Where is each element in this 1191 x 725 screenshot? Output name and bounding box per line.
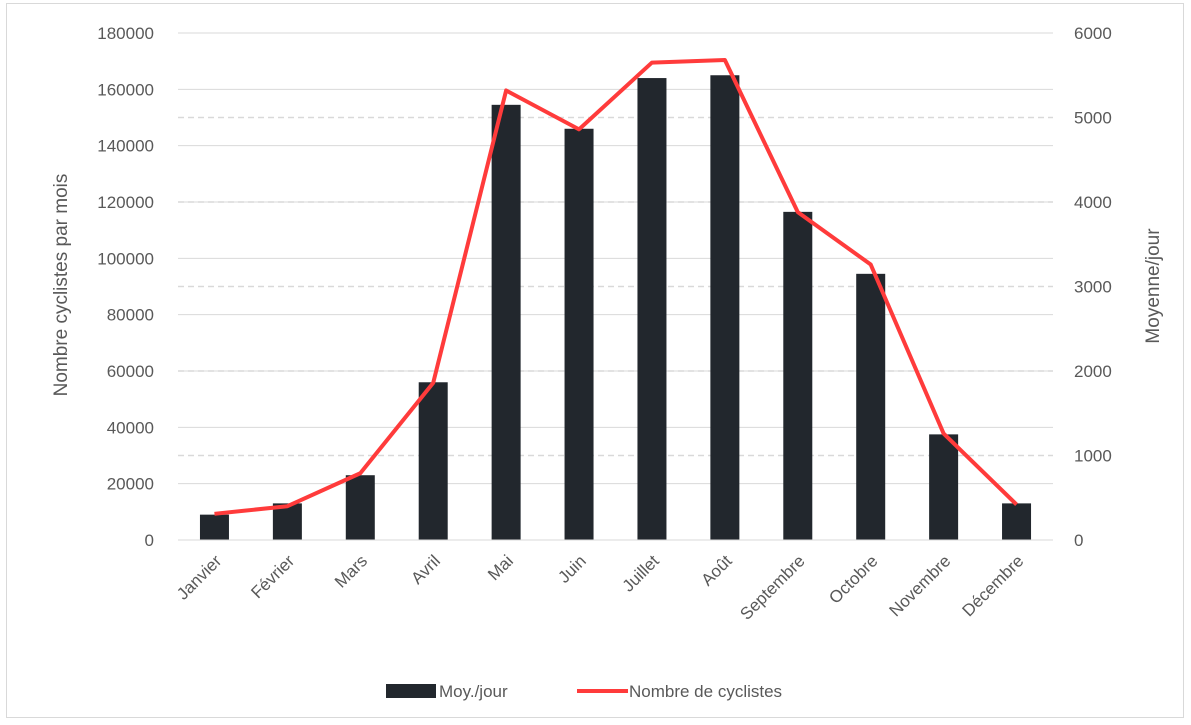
bar bbox=[418, 382, 448, 540]
legend-label-bar: Moy./jour bbox=[439, 682, 508, 701]
y2-tick-label: 0 bbox=[1074, 531, 1083, 550]
y-tick-label: 20000 bbox=[107, 475, 154, 494]
y-tick-label: 80000 bbox=[107, 306, 154, 325]
y2-tick-label: 2000 bbox=[1074, 362, 1112, 381]
bar bbox=[199, 514, 229, 540]
legend-label-line: Nombre de cyclistes bbox=[629, 682, 782, 701]
y2-tick-label: 1000 bbox=[1074, 447, 1112, 466]
x-tick-label: Juin bbox=[554, 551, 589, 586]
bar bbox=[710, 75, 740, 540]
line-series-path bbox=[214, 58, 1018, 516]
legend-swatch-bar bbox=[386, 684, 436, 698]
chart-frame bbox=[6, 3, 1184, 718]
x-tick-label: Septembre bbox=[736, 551, 808, 623]
bar bbox=[491, 104, 521, 540]
bar bbox=[856, 273, 886, 540]
y-tick-label: 0 bbox=[145, 531, 154, 550]
x-tick-label: Janvier bbox=[173, 551, 225, 603]
y2-axis-ticks: 0 1000 2000 3000 4000 5000 6000 bbox=[1074, 24, 1112, 550]
y2-tick-label: 5000 bbox=[1074, 109, 1112, 128]
y-tick-label: 140000 bbox=[97, 137, 154, 156]
y-tick-label: 160000 bbox=[97, 80, 154, 99]
bar bbox=[272, 503, 302, 540]
x-axis-ticks: Janvier Février Mars Avril Mai Juin Juillet Aoû… bbox=[173, 551, 1027, 623]
x-tick-label: Février bbox=[247, 551, 298, 602]
y-tick-label: 40000 bbox=[107, 418, 154, 437]
bar bbox=[564, 128, 594, 540]
y-tick-label: 60000 bbox=[107, 362, 154, 381]
y-axis-title: Nombre cyclistes par mois bbox=[51, 174, 72, 397]
bar bbox=[1002, 503, 1032, 540]
legend: Moy./jour Nombre de cyclistes bbox=[386, 682, 782, 701]
grid-lines bbox=[178, 32, 1053, 485]
x-tick-label: Juillet bbox=[619, 551, 663, 595]
line-series bbox=[214, 58, 1018, 516]
x-tick-label: Mars bbox=[331, 551, 371, 591]
x-tick-label: Avril bbox=[407, 551, 444, 588]
bar bbox=[929, 434, 959, 540]
y2-axis-title: Moyenne/jour bbox=[1143, 228, 1164, 344]
x-tick-label: Mai bbox=[484, 551, 517, 584]
y-tick-label: 100000 bbox=[97, 249, 154, 268]
y2-tick-label: 4000 bbox=[1074, 193, 1112, 212]
x-tick-label: Août bbox=[698, 551, 736, 589]
y2-tick-label: 6000 bbox=[1074, 24, 1112, 43]
y-tick-label: 120000 bbox=[97, 193, 154, 212]
y-axis-ticks: 0 20000 40000 60000 80000 100000 120000 140000 1… bbox=[97, 24, 154, 550]
bar bbox=[345, 475, 375, 540]
bar bbox=[637, 78, 667, 541]
x-tick-label: Octobre bbox=[825, 551, 881, 607]
bar bbox=[783, 211, 813, 540]
x-tick-label: Décembre bbox=[958, 551, 1027, 620]
bars bbox=[199, 75, 1032, 541]
y-tick-label: 180000 bbox=[97, 24, 154, 43]
x-tick-label: Novembre bbox=[886, 551, 955, 620]
y2-tick-label: 3000 bbox=[1074, 278, 1112, 297]
